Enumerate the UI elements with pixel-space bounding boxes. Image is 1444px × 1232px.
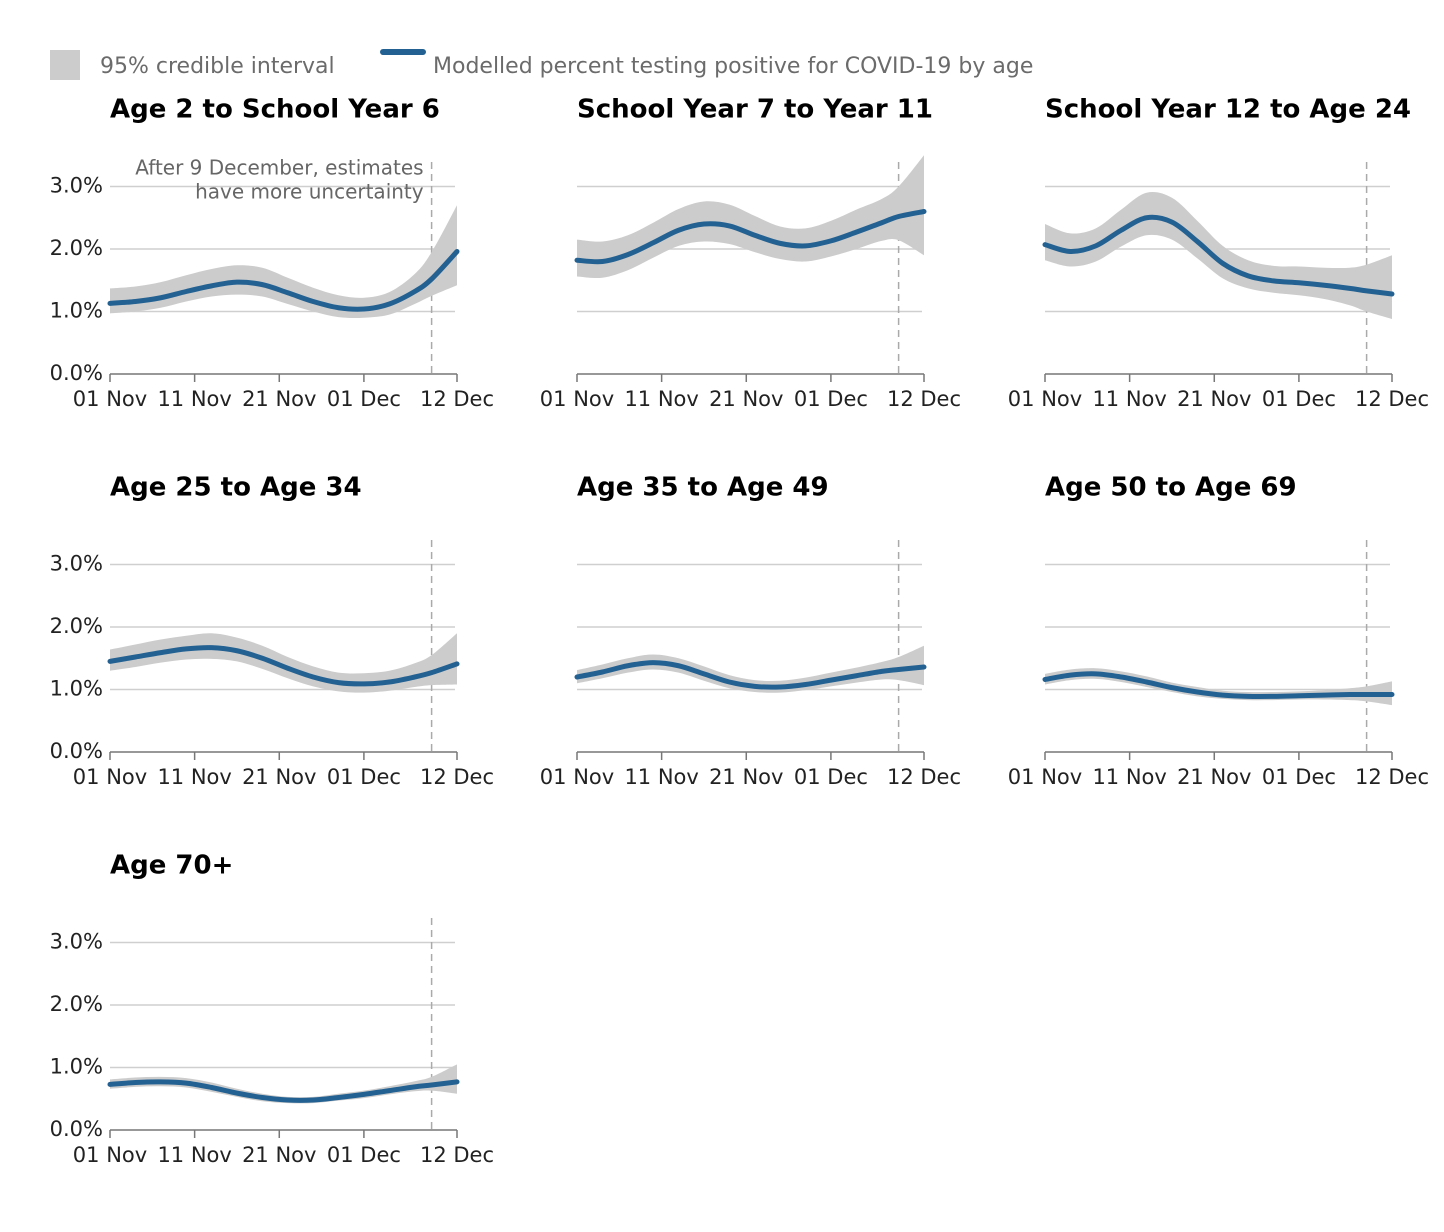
x-tick-label: 21 Nov — [1177, 765, 1251, 789]
x-tick-label: 01 Nov — [73, 1143, 147, 1167]
x-tick-label: 01 Dec — [1262, 765, 1336, 789]
x-tick-label: 01 Dec — [794, 387, 868, 411]
x-tick-label: 12 Dec — [887, 765, 961, 789]
panel-2: School Year 7 to Year 11 01 Nov 11 Nov 21 N… — [540, 95, 961, 412]
x-tick-label: 01 Nov — [73, 765, 147, 789]
x-tick-label: 01 Nov — [540, 387, 614, 411]
modelled-line — [1042, 671, 1395, 699]
x-tick-label: 11 Nov — [1092, 387, 1166, 411]
x-tick-label: 12 Dec — [420, 765, 494, 789]
y-tick-label: 0.0% — [50, 739, 103, 763]
panel-title: Age 2 to School Year 6 — [110, 95, 440, 125]
y-tick-label: 3.0% — [50, 930, 103, 954]
x-tick-label: 21 Nov — [242, 387, 316, 411]
x-tick-label: 11 Nov — [624, 387, 698, 411]
x-tick-label: 12 Dec — [420, 387, 494, 411]
panel-title: Age 35 to Age 49 — [577, 473, 829, 503]
x-tick-label: 21 Nov — [242, 1143, 316, 1167]
panel-4: Age 25 to Age 34 0.0% 1.0% 2.0% 3.0% 01 Nov 11… — [50, 473, 494, 790]
modelled-line — [1042, 214, 1395, 297]
modelled-line — [107, 645, 460, 687]
panel-3: School Year 12 to Age 24 01 Nov 11 Nov 21 N… — [1008, 95, 1429, 412]
x-tick-label: 11 Nov — [1092, 765, 1166, 789]
x-tick-label: 21 Nov — [1177, 387, 1251, 411]
x-tick-label: 12 Dec — [1355, 765, 1429, 789]
x-tick-label: 01 Nov — [1008, 765, 1082, 789]
x-tick-label: 01 Dec — [794, 765, 868, 789]
credible-interval-band — [110, 205, 457, 319]
panel-1: Age 2 to School Year 6 0.0% 1.0% 2.0% 3.0% 01… — [50, 95, 494, 412]
y-tick-label: 1.0% — [50, 1055, 103, 1079]
panel-5: Age 35 to Age 49 01 Nov 11 Nov 21 Nov 01 Dec… — [540, 473, 961, 790]
legend: 95% credible interval Modelled percent t… — [50, 49, 1033, 80]
credible-interval-band — [1045, 192, 1392, 319]
x-tick-label: 01 Dec — [327, 387, 401, 411]
modelled-line — [574, 660, 927, 690]
credible-interval-band — [110, 633, 457, 693]
credible-interval-band — [577, 155, 924, 279]
x-tick-label: 21 Nov — [242, 765, 316, 789]
panel-title: Age 25 to Age 34 — [110, 473, 362, 503]
y-tick-label: 0.0% — [50, 361, 103, 385]
x-tick-label: 12 Dec — [420, 1143, 494, 1167]
panels: Age 2 to School Year 6 0.0% 1.0% 2.0% 3.0% 01… — [50, 95, 1429, 1168]
y-tick-label: 1.0% — [50, 299, 103, 323]
modelled-line — [107, 1079, 460, 1103]
modelled-line — [107, 249, 460, 312]
x-tick-label: 11 Nov — [157, 765, 231, 789]
cutoff-annotation-line1: After 9 December, estimates — [135, 156, 423, 180]
x-tick-label: 01 Dec — [1262, 387, 1336, 411]
credible-interval-swatch — [50, 50, 80, 80]
y-tick-label: 2.0% — [50, 992, 103, 1016]
x-tick-label: 01 Dec — [327, 1143, 401, 1167]
y-tick-label: 3.0% — [50, 174, 103, 198]
x-tick-label: 01 Nov — [1008, 387, 1082, 411]
y-tick-label: 2.0% — [50, 614, 103, 638]
panel-title: Age 70+ — [110, 851, 233, 881]
x-tick-label: 12 Dec — [887, 387, 961, 411]
legend-line-label: Modelled percent testing positive for CO… — [433, 54, 1033, 79]
modelled-line — [574, 209, 927, 265]
y-tick-label: 3.0% — [50, 552, 103, 576]
x-tick-label: 11 Nov — [157, 1143, 231, 1167]
panel-7: Age 70+ 0.0% 1.0% 2.0% 3.0% 01 Nov 11 Nov 21 No… — [50, 851, 494, 1168]
panel-title: School Year 12 to Age 24 — [1045, 95, 1411, 125]
panel-title: School Year 7 to Year 11 — [577, 95, 933, 125]
x-tick-label: 11 Nov — [157, 387, 231, 411]
x-tick-label: 01 Nov — [540, 765, 614, 789]
cutoff-annotation-line2: have more uncertainty — [195, 180, 424, 204]
x-tick-label: 01 Nov — [73, 387, 147, 411]
y-tick-label: 2.0% — [50, 236, 103, 260]
legend-band-label: 95% credible interval — [100, 54, 335, 79]
x-tick-label: 21 Nov — [709, 387, 783, 411]
x-tick-label: 21 Nov — [709, 765, 783, 789]
x-tick-label: 11 Nov — [624, 765, 698, 789]
panel-title: Age 50 to Age 69 — [1045, 473, 1297, 503]
x-tick-label: 01 Dec — [327, 765, 401, 789]
y-tick-label: 1.0% — [50, 677, 103, 701]
panel-6: Age 50 to Age 69 01 Nov 11 Nov 21 Nov 01 Dec… — [1008, 473, 1429, 790]
x-tick-label: 12 Dec — [1355, 387, 1429, 411]
y-tick-label: 0.0% — [50, 1117, 103, 1141]
